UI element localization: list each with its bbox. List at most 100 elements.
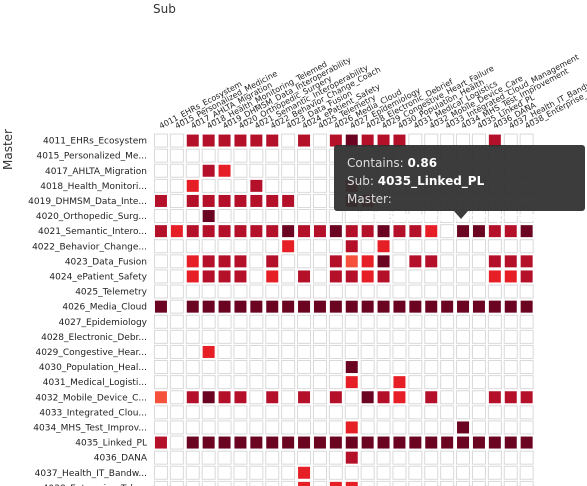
heatmap-cell-empty[interactable] <box>361 285 374 298</box>
heatmap-cell-empty[interactable] <box>250 345 263 358</box>
heatmap-cell-empty[interactable] <box>313 330 326 343</box>
heatmap-cell[interactable] <box>282 225 295 238</box>
heatmap-cell-empty[interactable] <box>298 406 311 419</box>
heatmap-cell-empty[interactable] <box>202 406 215 419</box>
heatmap-cell-empty[interactable] <box>250 270 263 283</box>
heatmap-cell-empty[interactable] <box>282 376 295 389</box>
heatmap-cell-empty[interactable] <box>520 466 533 479</box>
heatmap-cell-empty[interactable] <box>329 451 342 464</box>
heatmap-cell-empty[interactable] <box>472 315 485 328</box>
heatmap-cell-empty[interactable] <box>234 421 247 434</box>
heatmap-cell-empty[interactable] <box>250 451 263 464</box>
heatmap-cell-empty[interactable] <box>441 225 454 238</box>
heatmap-cell[interactable] <box>202 436 215 449</box>
heatmap-cell-empty[interactable] <box>488 315 501 328</box>
heatmap-cell-empty[interactable] <box>202 315 215 328</box>
heatmap-cell[interactable] <box>282 436 295 449</box>
heatmap-cell[interactable] <box>202 225 215 238</box>
heatmap-cell[interactable] <box>361 300 374 313</box>
heatmap-cell-empty[interactable] <box>361 421 374 434</box>
heatmap-cell-empty[interactable] <box>234 345 247 358</box>
heatmap-cell-empty[interactable] <box>504 345 517 358</box>
heatmap-cell-empty[interactable] <box>361 466 374 479</box>
heatmap-cell-empty[interactable] <box>186 451 199 464</box>
heatmap-cell-empty[interactable] <box>313 376 326 389</box>
heatmap-cell-empty[interactable] <box>409 481 422 486</box>
heatmap-cell-empty[interactable] <box>202 330 215 343</box>
heatmap-cell-empty[interactable] <box>329 406 342 419</box>
heatmap-cell-empty[interactable] <box>329 285 342 298</box>
heatmap-cell-empty[interactable] <box>488 285 501 298</box>
heatmap-cell-empty[interactable] <box>250 240 263 253</box>
heatmap-cell-empty[interactable] <box>520 421 533 434</box>
heatmap-cell-empty[interactable] <box>457 376 470 389</box>
heatmap-cell-empty[interactable] <box>170 134 183 147</box>
heatmap-cell-empty[interactable] <box>313 270 326 283</box>
heatmap-cell[interactable] <box>520 436 533 449</box>
heatmap-cell-empty[interactable] <box>313 361 326 374</box>
heatmap-cell-empty[interactable] <box>154 134 167 147</box>
heatmap-cell-empty[interactable] <box>218 210 231 223</box>
heatmap-cell-empty[interactable] <box>409 270 422 283</box>
heatmap-cell-empty[interactable] <box>361 315 374 328</box>
heatmap-cell-empty[interactable] <box>425 406 438 419</box>
heatmap-cell-empty[interactable] <box>234 466 247 479</box>
heatmap-cell[interactable] <box>504 436 517 449</box>
heatmap-cell-empty[interactable] <box>170 164 183 177</box>
heatmap-cell-empty[interactable] <box>313 164 326 177</box>
heatmap-cell-empty[interactable] <box>313 391 326 404</box>
heatmap-cell-empty[interactable] <box>393 240 406 253</box>
heatmap-cell-empty[interactable] <box>266 421 279 434</box>
heatmap-cell-empty[interactable] <box>425 270 438 283</box>
heatmap-cell-empty[interactable] <box>250 361 263 374</box>
heatmap-cell-empty[interactable] <box>154 376 167 389</box>
heatmap-cell-empty[interactable] <box>266 466 279 479</box>
heatmap-cell-empty[interactable] <box>441 285 454 298</box>
heatmap-cell-empty[interactable] <box>250 376 263 389</box>
heatmap-cell[interactable] <box>186 391 199 404</box>
heatmap-cell-empty[interactable] <box>361 361 374 374</box>
heatmap-cell-empty[interactable] <box>425 376 438 389</box>
heatmap-cell-empty[interactable] <box>170 376 183 389</box>
heatmap-cell[interactable] <box>282 300 295 313</box>
heatmap-cell-empty[interactable] <box>329 421 342 434</box>
heatmap-cell[interactable] <box>488 436 501 449</box>
heatmap-cell-empty[interactable] <box>520 406 533 419</box>
heatmap-cell[interactable] <box>393 436 406 449</box>
heatmap-cell-empty[interactable] <box>282 270 295 283</box>
heatmap-cell-empty[interactable] <box>393 255 406 268</box>
heatmap-cell[interactable] <box>186 134 199 147</box>
heatmap-cell-empty[interactable] <box>282 361 295 374</box>
heatmap-cell-empty[interactable] <box>218 179 231 192</box>
heatmap-cell-empty[interactable] <box>186 406 199 419</box>
heatmap-cell-empty[interactable] <box>282 285 295 298</box>
heatmap-cell-empty[interactable] <box>170 240 183 253</box>
heatmap-cell-empty[interactable] <box>393 285 406 298</box>
heatmap-cell-empty[interactable] <box>441 466 454 479</box>
heatmap-cell-empty[interactable] <box>361 240 374 253</box>
heatmap-cell-empty[interactable] <box>377 315 390 328</box>
heatmap-cell-empty[interactable] <box>266 315 279 328</box>
heatmap-cell[interactable] <box>298 466 311 479</box>
heatmap-cell-empty[interactable] <box>457 345 470 358</box>
heatmap-cell-empty[interactable] <box>457 361 470 374</box>
heatmap-cell-empty[interactable] <box>361 481 374 486</box>
heatmap-cell[interactable] <box>154 194 167 207</box>
heatmap-cell[interactable] <box>504 270 517 283</box>
heatmap-cell-empty[interactable] <box>250 330 263 343</box>
heatmap-cell-empty[interactable] <box>202 481 215 486</box>
heatmap-cell-empty[interactable] <box>298 421 311 434</box>
heatmap-cell[interactable] <box>218 436 231 449</box>
heatmap-cell-empty[interactable] <box>154 466 167 479</box>
heatmap-cell[interactable] <box>441 300 454 313</box>
heatmap-cell-empty[interactable] <box>202 421 215 434</box>
heatmap-cell-empty[interactable] <box>170 391 183 404</box>
heatmap-cell[interactable] <box>250 225 263 238</box>
heatmap-cell[interactable] <box>282 194 295 207</box>
heatmap-cell[interactable] <box>298 134 311 147</box>
heatmap-cell-empty[interactable] <box>282 345 295 358</box>
heatmap-cell[interactable] <box>282 240 295 253</box>
heatmap-cell-empty[interactable] <box>266 361 279 374</box>
heatmap-cell[interactable] <box>361 270 374 283</box>
heatmap-cell-empty[interactable] <box>170 451 183 464</box>
